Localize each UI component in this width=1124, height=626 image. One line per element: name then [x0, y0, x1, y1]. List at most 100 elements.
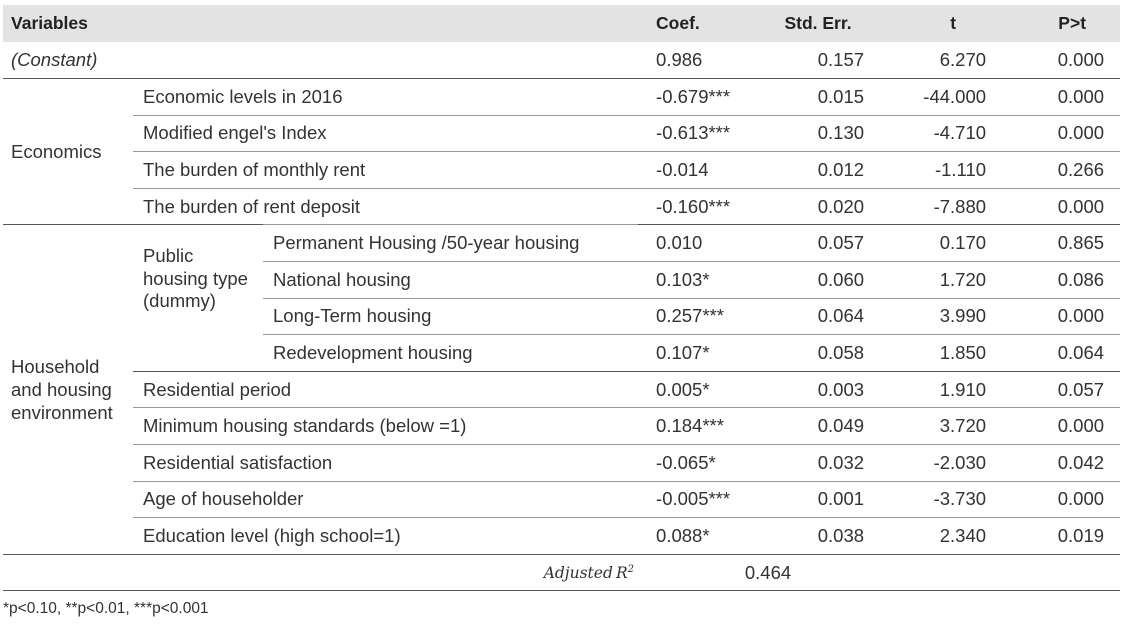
header-std-err: Std. Err. — [758, 5, 879, 42]
cell-se: 0.060 — [758, 261, 879, 299]
cell-coef: 0.103* — [638, 261, 759, 299]
adjusted-r2-symbol: R — [615, 563, 628, 582]
cell-coef: 0.005* — [638, 370, 759, 408]
row-label: Modified engel's Index — [133, 114, 639, 152]
cell-p: 0.266 — [1004, 151, 1121, 189]
cell-coef: 0.184*** — [638, 407, 759, 445]
cell-t: -2.030 — [878, 444, 1005, 482]
adjusted-r2-row: Adjusted R2 0.464 — [3, 553, 1121, 592]
cell-coef: -0.014 — [638, 151, 759, 189]
cell-t: 6.270 — [939, 49, 987, 71]
cell-t: 3.720 — [878, 407, 1005, 445]
cell-p: 0.086 — [1004, 261, 1121, 299]
cell-t: -44.000 — [878, 78, 1005, 116]
cell-coef: -0.065* — [638, 444, 759, 482]
regression-table: Variables Coef. Std. Err. t P>t (Constan… — [3, 5, 1121, 592]
cell-se: 0.157 — [817, 49, 865, 71]
adjusted-r2-value: 0.464 — [638, 553, 879, 592]
cell-p: 0.057 — [1004, 370, 1121, 408]
table-row: Economics Economic levels in 2016 -0.679… — [3, 78, 1121, 225]
cell-p: 0.000 — [1004, 480, 1121, 518]
table-row: Residential satisfaction -0.065* 0.032 -… — [3, 444, 1121, 482]
table-row: Household and housing environment Public… — [3, 224, 1121, 555]
cell-se: 0.015 — [758, 78, 879, 116]
table-row: Residential period 0.005* 0.003 1.910 0.… — [3, 370, 1121, 408]
table-row: Modified engel's Index -0.613*** 0.130 -… — [3, 114, 1121, 152]
cell-se: 0.001 — [758, 480, 879, 518]
cell-coef: 0.107* — [638, 334, 759, 372]
cell-t: 1.910 — [878, 370, 1005, 408]
row-label: Education level (high school=1) — [133, 517, 639, 555]
adjusted-r2-empty — [878, 553, 1121, 592]
group-economics: Economics — [3, 78, 133, 225]
row-label: Age of householder — [133, 480, 639, 518]
header-t: t — [878, 5, 1005, 42]
cell-se: 0.064 — [758, 297, 879, 335]
row-label: Residential satisfaction — [133, 444, 639, 482]
cell-se: 0.020 — [758, 187, 879, 225]
row-label: (Constant) — [11, 49, 98, 71]
cell-se: 0.057 — [758, 224, 879, 262]
adjusted-r2-text: Adjusted — [543, 563, 613, 582]
cell-t: 2.340 — [878, 517, 1005, 555]
table-row: (Constant) 0.986 0.157 6.270 0.000 — [3, 42, 1120, 79]
cell-t: -4.710 — [878, 114, 1005, 152]
cell-p: 0.000 — [1004, 407, 1121, 445]
cell-coef: 0.010 — [638, 224, 759, 262]
row-label: Long-Term housing — [263, 297, 639, 335]
cell-se: 0.130 — [758, 114, 879, 152]
cell-t: -3.730 — [878, 480, 1005, 518]
cell-coef: -0.679*** — [638, 78, 759, 116]
row-label: The burden of rent deposit — [133, 187, 639, 225]
table-row: The burden of rent deposit -0.160*** 0.0… — [3, 187, 1121, 225]
row-label: Minimum housing standards (below =1) — [133, 407, 639, 445]
cell-se: 0.049 — [758, 407, 879, 445]
header-coef: Coef. — [638, 5, 759, 42]
cell-p: 0.000 — [1057, 49, 1105, 71]
cell-t: 1.720 — [878, 261, 1005, 299]
row-label: Redevelopment housing — [263, 334, 639, 372]
cell-p: 0.000 — [1004, 78, 1121, 116]
row-label: The burden of monthly rent — [133, 151, 639, 189]
cell-se: 0.032 — [758, 444, 879, 482]
cell-coef: 0.986 — [656, 49, 703, 71]
table-row: Education level (high school=1) 0.088* 0… — [3, 517, 1121, 555]
cell-p: 0.019 — [1004, 517, 1121, 555]
cell-coef: -0.005*** — [638, 480, 759, 518]
cell-t: 1.850 — [878, 334, 1005, 372]
table-row: Redevelopment housing 0.107* 0.058 1.850… — [3, 334, 1121, 372]
adjusted-r2-superscript: 2 — [627, 563, 635, 575]
cell-se: 0.012 — [758, 151, 879, 189]
significance-note: *p<0.10, **p<0.01, ***p<0.001 — [3, 600, 209, 617]
table-row: National housing 0.103* 0.060 1.720 0.08… — [3, 261, 1121, 299]
cell-p: 0.000 — [1004, 297, 1121, 335]
cell-t: 0.170 — [878, 224, 1005, 262]
row-label: Permanent Housing /50-year housing — [263, 224, 639, 262]
group-public-housing: Public housing type (dummy) — [133, 224, 263, 372]
header-variables: Variables — [3, 5, 639, 42]
cell-coef: 0.257*** — [638, 297, 759, 335]
row-label: National housing — [263, 261, 639, 299]
cell-t: 3.990 — [878, 297, 1005, 335]
cell-p: 0.064 — [1004, 334, 1121, 372]
cell-coef: -0.613*** — [638, 114, 759, 152]
table-row: Age of householder -0.005*** 0.001 -3.73… — [3, 480, 1121, 518]
header-p: P>t — [1004, 5, 1121, 42]
cell-p: 0.000 — [1004, 187, 1121, 225]
row-label: Residential period — [133, 370, 639, 408]
cell-p: 0.865 — [1004, 224, 1121, 262]
table-row: Long-Term housing 0.257*** 0.064 3.990 0… — [3, 297, 1121, 335]
cell-se: 0.058 — [758, 334, 879, 372]
cell-t: -7.880 — [878, 187, 1005, 225]
cell-coef: -0.160*** — [638, 187, 759, 225]
table-row: Minimum housing standards (below =1) 0.1… — [3, 407, 1121, 445]
cell-p: 0.000 — [1004, 114, 1121, 152]
adjusted-r2-label: Adjusted R2 — [3, 553, 639, 592]
group-household: Household and housing environment — [3, 224, 133, 555]
cell-se: 0.038 — [758, 517, 879, 555]
header-row: Variables Coef. Std. Err. t P>t — [3, 5, 1121, 42]
row-label: Economic levels in 2016 — [133, 78, 639, 116]
cell-coef: 0.088* — [638, 517, 759, 555]
cell-p: 0.042 — [1004, 444, 1121, 482]
table-row: The burden of monthly rent -0.014 0.012 … — [3, 151, 1121, 189]
